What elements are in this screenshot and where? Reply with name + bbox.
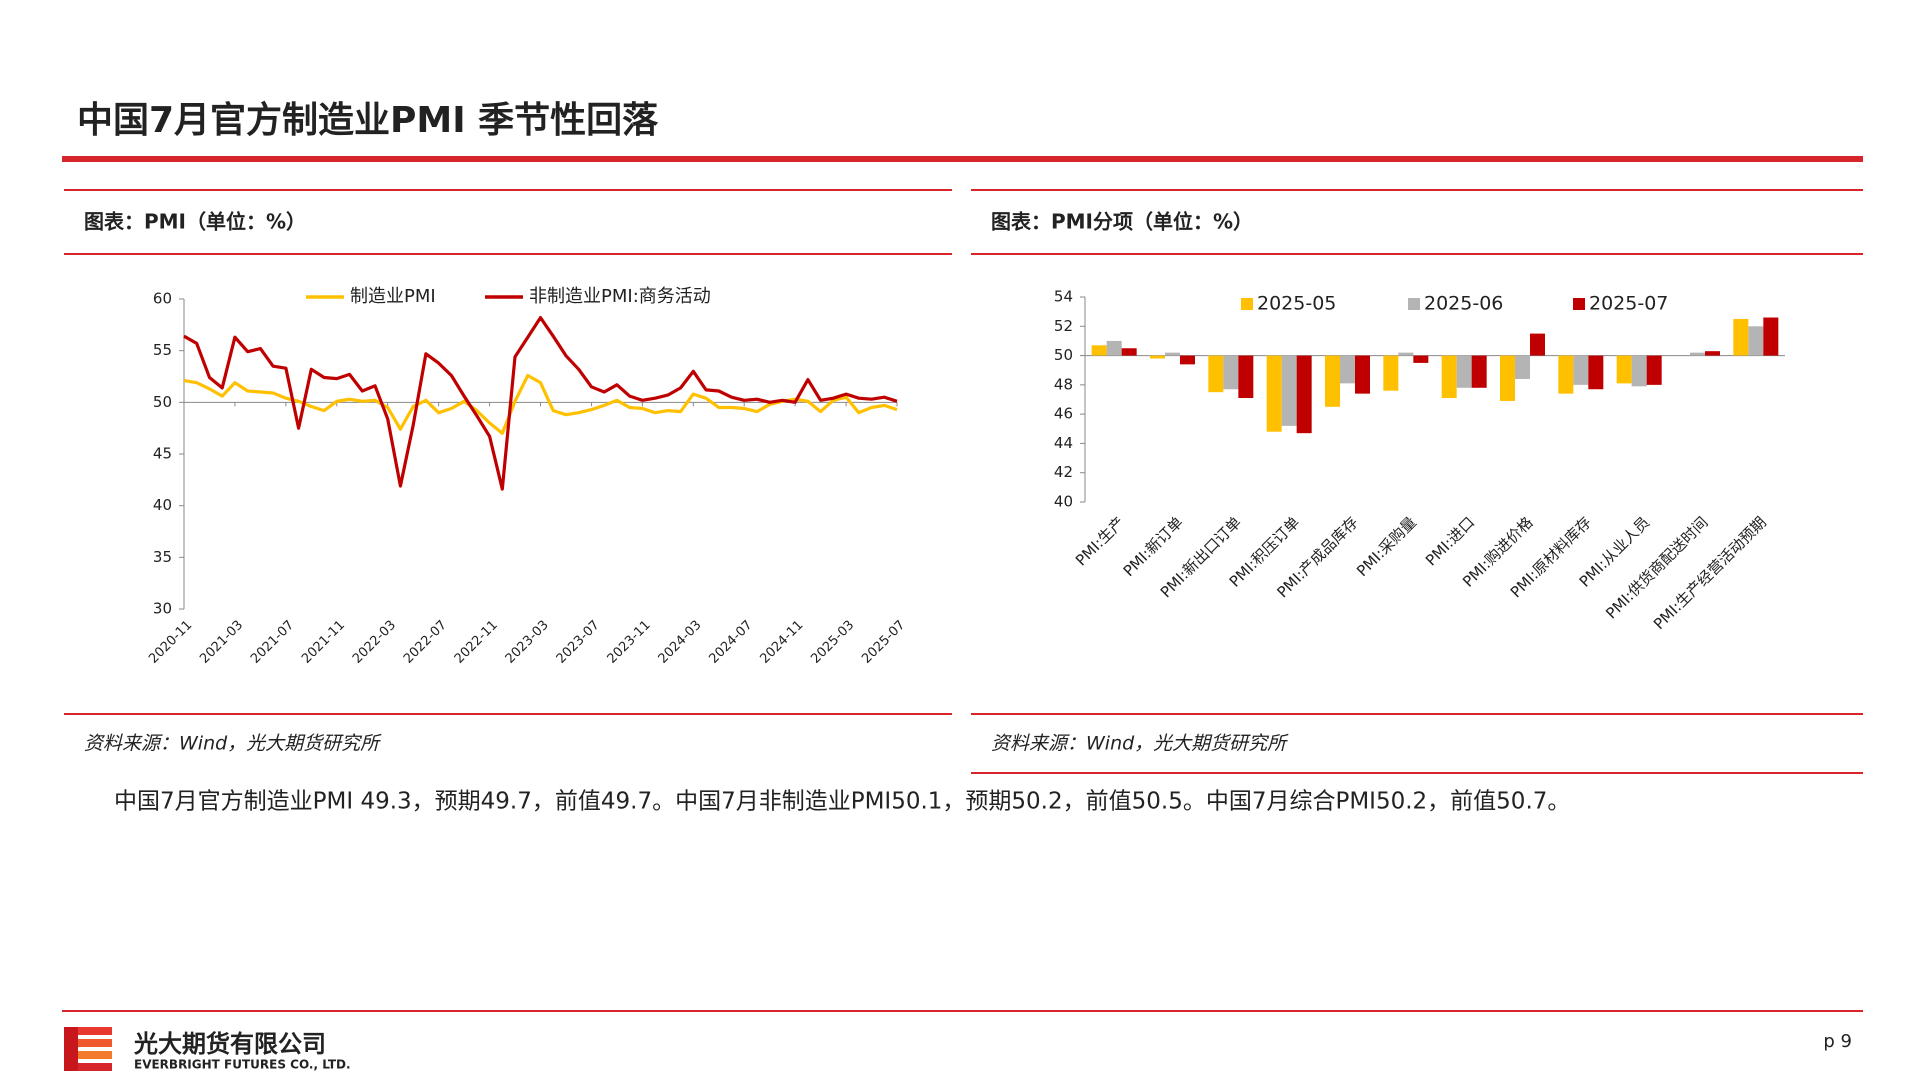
- bar: [1121, 348, 1137, 356]
- company-name-en: EVERBRIGHT FUTURES CO., LTD.: [134, 1058, 351, 1072]
- source-note: 资料来源：Wind，光大期货研究所: [84, 733, 382, 755]
- y-tick-label: 50: [1054, 346, 1073, 364]
- bar: [1238, 355, 1254, 399]
- y-tick-label: 48: [1054, 375, 1073, 393]
- x-tick-label: 2021-07: [248, 618, 297, 667]
- y-tick-label: 60: [153, 290, 172, 308]
- y-tick-label: 44: [1054, 434, 1073, 452]
- title-rule: [62, 156, 1863, 162]
- bar: [1150, 355, 1165, 359]
- x-tick-label: PMI:供货商配送时间: [1602, 513, 1711, 622]
- bar: [1456, 355, 1472, 388]
- legend-label: 2025-07: [1589, 293, 1668, 315]
- bar: [1500, 355, 1515, 401]
- bar: [1223, 355, 1239, 390]
- slide-title: 中国7月官方制造业PMI 季节性回落: [77, 100, 659, 141]
- bar: [1616, 355, 1632, 384]
- bar: [1091, 345, 1107, 356]
- source-note: 资料来源：Wind，光大期货研究所: [991, 733, 1289, 755]
- bar: [1296, 355, 1312, 434]
- y-tick-label: 46: [1054, 405, 1073, 423]
- x-tick-label: 2023-03: [503, 618, 552, 667]
- bar: [1690, 352, 1705, 356]
- bar: [1471, 355, 1487, 388]
- x-tick-label: 2024-07: [706, 618, 755, 667]
- x-tick-label: PMI:进口: [1422, 513, 1478, 569]
- bar: [1763, 317, 1779, 356]
- x-tick-label: 2022-03: [350, 618, 399, 667]
- x-tick-label: 2022-07: [401, 618, 450, 667]
- y-tick-label: 52: [1054, 317, 1073, 335]
- x-tick-label: 2024-11: [757, 618, 806, 667]
- x-tick-label: 2023-07: [554, 618, 603, 667]
- x-tick-label: 2024-03: [656, 618, 705, 667]
- bar: [1748, 326, 1764, 356]
- x-tick-label: 2020-11: [146, 618, 195, 667]
- bar: [1733, 318, 1749, 356]
- summary: 中国7月官方制造业PMI 49.3，预期49.7，前值49.7。中国7月非制造业…: [114, 789, 1570, 815]
- legend-label: 制造业PMI: [350, 286, 436, 307]
- bar: [1558, 355, 1574, 394]
- legend-label: 非制造业PMI:商务活动: [529, 286, 711, 307]
- bar: [1441, 355, 1457, 399]
- bar: [1266, 355, 1282, 432]
- y-tick-label: 40: [1054, 493, 1073, 511]
- bar: [1180, 355, 1195, 365]
- bar: [1530, 333, 1545, 356]
- bar: [1631, 355, 1647, 387]
- bar: [1281, 355, 1297, 426]
- legend-label: 2025-06: [1424, 293, 1503, 315]
- bar: [1208, 355, 1224, 393]
- y-tick-label: 35: [153, 548, 172, 566]
- x-tick-label: 2025-03: [808, 618, 857, 667]
- data-line: [183, 316, 898, 491]
- panel-title: 图表：PMI分项（单位：%）: [991, 210, 1253, 234]
- legend-swatch: [1573, 298, 1585, 310]
- page-number: p 9: [1823, 1031, 1852, 1052]
- bar: [1588, 355, 1604, 390]
- x-tick-label: 2021-03: [197, 618, 246, 667]
- x-tick-label: PMI:生产: [1072, 513, 1128, 569]
- y-tick-label: 45: [153, 445, 172, 463]
- bar: [1573, 355, 1589, 385]
- y-tick-label: 54: [1054, 288, 1073, 306]
- bar: [1515, 355, 1530, 379]
- x-tick-label: 2023-11: [605, 618, 654, 667]
- logo: [64, 1027, 112, 1071]
- bar: [1646, 355, 1662, 385]
- bar: [1355, 355, 1370, 394]
- bar: [1165, 352, 1180, 356]
- panel-title: 图表：PMI（单位：%）: [84, 210, 306, 234]
- legend-swatch: [1408, 298, 1420, 310]
- x-tick-label: 2025-07: [859, 618, 908, 667]
- bar: [1705, 351, 1720, 356]
- bar: [1340, 355, 1355, 384]
- y-tick-label: 30: [153, 600, 172, 618]
- bar: [1106, 340, 1122, 356]
- y-tick-label: 40: [153, 496, 172, 514]
- x-tick-label: PMI:生产经营活动预期: [1650, 513, 1770, 633]
- legend-swatch: [1241, 298, 1253, 310]
- bar: [1383, 355, 1399, 391]
- bar: [1325, 355, 1340, 407]
- y-tick-label: 50: [153, 393, 172, 411]
- company-name: 光大期货有限公司: [133, 1030, 326, 1058]
- y-tick-label: 42: [1054, 463, 1073, 481]
- bar: [1413, 355, 1429, 363]
- y-tick-label: 55: [153, 341, 172, 359]
- x-tick-label: 2022-11: [452, 618, 501, 667]
- legend-label: 2025-05: [1257, 293, 1336, 315]
- bar: [1398, 352, 1414, 356]
- x-tick-label: PMI:采购量: [1353, 513, 1420, 580]
- x-tick-label: 2021-11: [299, 618, 348, 667]
